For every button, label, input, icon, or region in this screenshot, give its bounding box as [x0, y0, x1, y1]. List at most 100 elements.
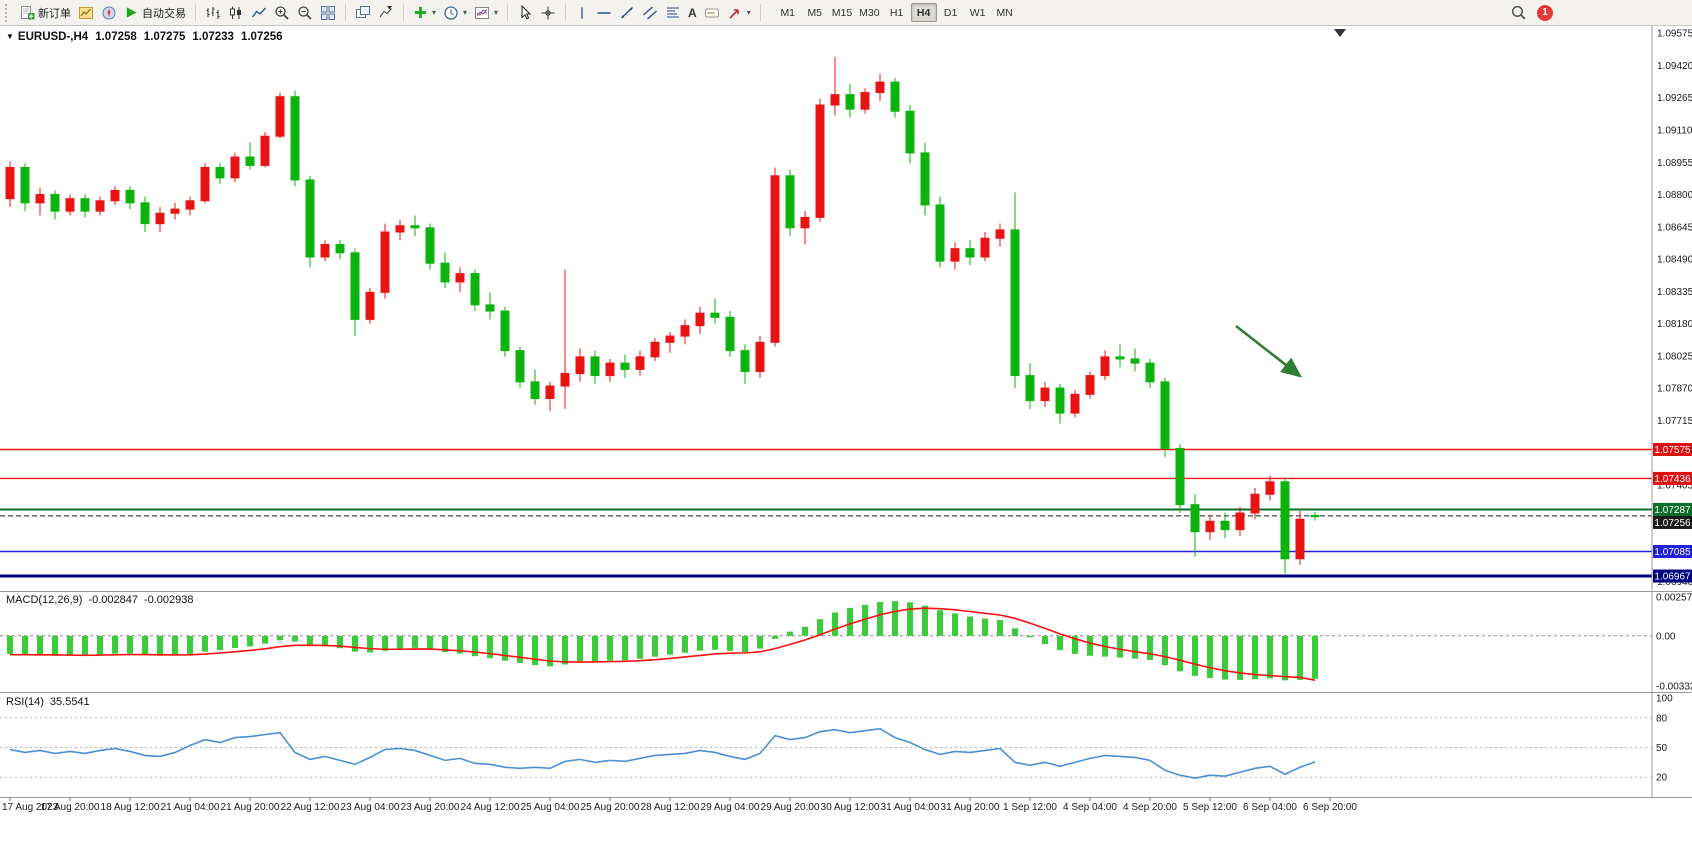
chart-shift-button[interactable]: [375, 2, 397, 24]
svg-text:1.07870: 1.07870: [1657, 384, 1692, 395]
timeframe-button-d1[interactable]: D1: [943, 7, 958, 19]
cursor-icon: [521, 4, 532, 19]
fibonacci-button[interactable]: [662, 2, 684, 24]
notification-badge[interactable]: 1: [1537, 4, 1553, 21]
trendline-icon: [621, 6, 634, 19]
periods-button[interactable]: ▾: [440, 2, 470, 24]
horizontal-line-icon: [597, 11, 611, 14]
toolbar-separator: [759, 4, 761, 21]
zoom-in-icon: [275, 5, 289, 20]
crosshair-icon: [541, 6, 555, 19]
horizontal-line-button[interactable]: [593, 2, 615, 24]
svg-text:1.08955: 1.08955: [1657, 158, 1692, 169]
ohlc-high: 1.07275: [143, 31, 186, 43]
ohlc-close: 1.07256: [240, 31, 283, 43]
svg-text:1.09265: 1.09265: [1657, 93, 1692, 104]
new-order-icon: [21, 5, 35, 19]
svg-text:29 Aug 04:00: 29 Aug 04:00: [701, 802, 760, 813]
candlestick-chart-icon: [230, 6, 241, 19]
svg-text:1.09575: 1.09575: [1657, 29, 1692, 40]
indicators-button[interactable]: ▾: [410, 2, 439, 24]
timeframe-button-w1[interactable]: W1: [969, 7, 986, 19]
timeframe-button-h1[interactable]: H1: [889, 7, 904, 19]
svg-text:24 Aug 12:00: 24 Aug 12:00: [461, 802, 520, 813]
new-order-label: 新订单: [38, 7, 71, 20]
line-chart-button[interactable]: [248, 2, 270, 24]
autotrading-play-icon: [126, 7, 137, 18]
ohlc-low: 1.07233: [192, 31, 234, 43]
arrows-tool-button[interactable]: ▾: [724, 2, 754, 24]
templates-button[interactable]: ▾: [471, 2, 501, 24]
svg-text:28 Aug 12:00: 28 Aug 12:00: [641, 802, 700, 813]
svg-text:6 Sep 04:00: 6 Sep 04:00: [1243, 802, 1297, 813]
cursor-button[interactable]: [514, 2, 536, 24]
text-label-button[interactable]: [701, 2, 723, 24]
tile-windows-button[interactable]: [317, 2, 339, 24]
toolbar-separator: [195, 4, 196, 21]
svg-text:0.002572: 0.002572: [1656, 593, 1692, 604]
vertical-line-button[interactable]: [572, 2, 592, 24]
svg-text:1.07256: 1.07256: [1654, 518, 1691, 529]
svg-text:1.09420: 1.09420: [1657, 61, 1692, 72]
svg-text:21 Aug 20:00: 21 Aug 20:00: [221, 802, 280, 813]
svg-text:80: 80: [1656, 713, 1668, 724]
market-watch-button[interactable]: [75, 2, 97, 24]
candlestick-chart-button[interactable]: [225, 2, 247, 24]
crosshair-button[interactable]: [537, 2, 559, 24]
svg-text:1.06967: 1.06967: [1654, 572, 1691, 583]
cascade-windows-button[interactable]: [352, 2, 374, 24]
svg-text:1 Sep 12:00: 1 Sep 12:00: [1003, 802, 1057, 813]
market-watch-icon: [79, 6, 93, 19]
search-icon: [1511, 5, 1526, 20]
svg-text:1.07575: 1.07575: [1654, 445, 1691, 456]
toolbar-separator: [507, 4, 509, 21]
autotrading-button[interactable]: 自动交易: [121, 2, 189, 24]
rsi-indicator-label: RSI(14) 35.5541: [6, 696, 96, 708]
tile-windows-icon: [321, 5, 335, 20]
macd-name: MACD(12,26,9): [6, 594, 83, 606]
toolbar-grip[interactable]: [5, 3, 10, 22]
timeframe-toolbar: M1 M5 M15 M30 H1 H4 D1 W1 MN: [775, 3, 1018, 22]
timeframe-button-mn[interactable]: MN: [996, 7, 1013, 19]
timeframe-button-m5[interactable]: M5: [807, 7, 823, 19]
svg-text:23 Aug 20:00: 23 Aug 20:00: [401, 802, 460, 813]
one-click-trading-toggle[interactable]: ▼: [6, 32, 14, 41]
line-chart-icon: [251, 7, 267, 17]
new-order-button[interactable]: 新订单: [16, 2, 74, 24]
svg-text:50: 50: [1656, 743, 1668, 754]
toolbar-separator: [565, 4, 567, 21]
svg-text:17 Aug 2023: 17 Aug 2023: [2, 802, 59, 813]
svg-text:1.08490: 1.08490: [1657, 255, 1692, 266]
zoom-in-button[interactable]: [271, 2, 293, 24]
zoom-out-button[interactable]: [294, 2, 316, 24]
svg-text:100: 100: [1656, 694, 1673, 705]
svg-text:1.07085: 1.07085: [1654, 547, 1691, 558]
chart-ohlc-header: ▼ EURUSD-,H4 1.07258 1.07275 1.07233 1.07256: [6, 31, 283, 43]
equidistant-channel-button[interactable]: [639, 2, 661, 24]
trendline-button[interactable]: [616, 2, 638, 24]
macd-indicator-label: MACD(12,26,9) -0.002847 -0.002938: [6, 594, 200, 606]
toolbar-separator: [345, 4, 346, 21]
svg-text:30 Aug 12:00: 30 Aug 12:00: [821, 802, 880, 813]
text-label-icon: [704, 8, 719, 17]
svg-text:18 Aug 12:00: 18 Aug 12:00: [101, 802, 160, 813]
svg-text:1.08800: 1.08800: [1657, 190, 1692, 201]
timeframe-button-m15[interactable]: M15: [831, 7, 853, 19]
timeframe-button-h4[interactable]: H4: [910, 3, 937, 22]
bar-chart-icon: [206, 6, 220, 19]
timeframe-button-m1[interactable]: M1: [780, 7, 796, 19]
text-button[interactable]: A: [685, 2, 700, 24]
timeframe-button-m30[interactable]: M30: [859, 7, 880, 19]
bar-chart-button[interactable]: [202, 2, 224, 24]
svg-text:25 Aug 20:00: 25 Aug 20:00: [581, 802, 640, 813]
toolbar-separator: [403, 4, 404, 21]
autotrading-label: 自动交易: [142, 7, 186, 20]
rsi-value: 35.5541: [49, 696, 90, 708]
navigator-button[interactable]: [98, 2, 120, 24]
search-button[interactable]: [1507, 2, 1530, 24]
templates-icon: [475, 6, 490, 19]
svg-text:-0.003326: -0.003326: [1656, 682, 1692, 693]
svg-text:17 Aug 20:00: 17 Aug 20:00: [41, 802, 100, 813]
